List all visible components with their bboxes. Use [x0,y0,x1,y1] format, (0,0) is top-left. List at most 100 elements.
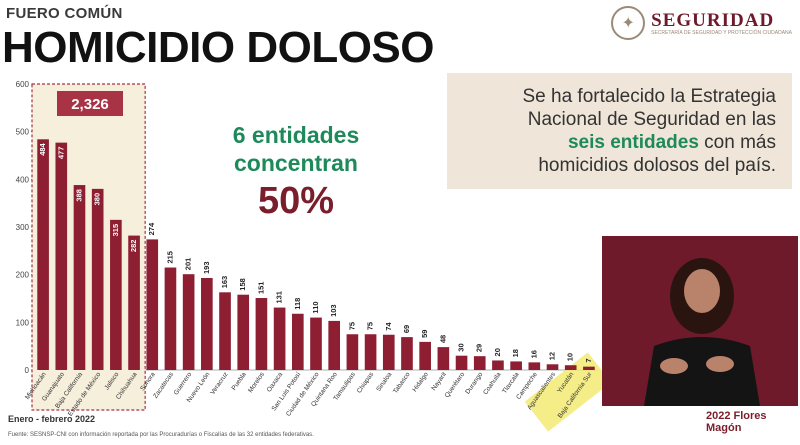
y-tick-label: 500 [16,128,30,137]
bar-value-label: 29 [475,344,484,352]
bar [291,313,304,370]
callout-highlight: seis entidades [567,132,699,153]
bar-value-label: 282 [129,240,138,253]
category-label: Sinaloa [375,371,393,393]
interpreter-figure [644,258,760,406]
bar-value-label: 215 [165,251,174,264]
y-tick-label: 100 [16,318,30,327]
category-label: Morelos [247,371,266,395]
bar-value-label: 69 [402,325,411,333]
source-footnote: Fuente: SESNSP-CNI con información repor… [8,432,314,438]
logo-brand-text: SEGURIDAD [651,9,775,31]
bar [73,185,86,370]
bar [401,337,413,370]
bar-value-label: 315 [111,224,120,237]
bar-value-label: 20 [493,348,502,356]
bar [273,307,286,370]
section-overline: FUERO COMÚN [6,5,123,22]
bar-value-label: 59 [420,330,429,338]
stat-line-1: 6 entidades [232,122,360,148]
callout-text-part2: con más homicidios dolosos del país. [538,132,776,176]
bar-value-label: 10 [566,353,575,361]
bar-value-label: 110 [311,301,320,313]
bar [146,239,159,370]
category-label: Chiapas [356,371,376,395]
bar [492,360,504,370]
bar [455,355,468,370]
bar-value-label: 75 [366,322,375,330]
bar [510,361,522,370]
bar [328,320,341,370]
category-label: Tabasco [392,371,412,395]
page-title: HOMICIDIO DOLOSO [2,23,435,72]
stat-line-2: concentran [234,150,358,176]
bar [437,347,450,370]
total-badge-label: 2,326 [71,96,109,113]
bar-value-label: 16 [529,350,538,358]
bar [473,356,486,370]
strategy-callout: Se ha fortalecido la Estrategia Nacional… [447,73,792,189]
callout-text: Se ha fortalecido la Estrategia Nacional… [486,85,777,177]
event-badge: 2022 Flores Magón [706,410,767,434]
bar [364,334,377,370]
y-tick-label: 0 [25,366,30,375]
category-label: Puebla [231,371,249,392]
bar [419,341,431,370]
bar-value-label: 388 [74,189,83,202]
bar-value-label: 74 [384,322,393,331]
bar [255,298,268,370]
eagle-seal-icon: ✦ [611,6,646,40]
bar-value-label: 151 [256,282,265,295]
bar-value-label: 131 [275,291,284,304]
category-label: Nayarit [430,371,448,392]
bar-value-label: 477 [56,147,65,160]
bar [91,188,104,370]
bar [37,139,49,370]
category-label: Ciudad de México [285,371,321,418]
bar [55,142,68,370]
category-label: Coahuila [482,371,503,396]
y-tick-label: 400 [16,175,30,184]
sign-language-interpreter-video [602,236,798,406]
bar-value-label: 48 [438,335,447,343]
bar [564,365,577,370]
bar-value-label: 163 [220,276,229,289]
bar-value-label: 75 [347,322,356,330]
category-label: Hidalgo [411,371,430,393]
bar [128,235,140,370]
bar-value-label: 103 [329,304,338,317]
bar [201,278,213,370]
bar [237,294,250,370]
callout-text-part1: Se ha fortalecido la Estrategia Nacional… [522,86,777,130]
total-badge-box [57,91,123,116]
concentration-stat: 6 entidades concentran 50% [206,121,386,225]
y-tick-label: 300 [16,223,30,232]
bar-value-label: 193 [202,261,211,274]
bar [110,219,122,370]
top-states-highlight [31,83,146,411]
last-state-highlight [524,352,612,432]
y-tick-label: 600 [16,80,30,89]
category-label: Oaxaca [266,371,285,394]
bar-value-label: 118 [293,298,302,310]
bar [310,317,322,370]
bar-value-label: 18 [511,349,520,357]
bar [182,274,195,370]
bar-value-label: 12 [548,352,557,360]
bar [583,366,595,370]
logo-subtitle: SECRETARÍA DE SEGURIDAD Y PROTECCIÓN CIU… [651,29,792,36]
period-footnote: Enero - febrero 2022 [8,414,96,424]
stat-percent: 50% [257,180,335,222]
y-tick-label: 200 [16,271,30,280]
bar-value-label: 30 [457,343,466,351]
bar [382,334,395,370]
bar-value-label: 484 [38,142,47,155]
bar [528,362,541,370]
bar [164,267,177,370]
bar [219,292,231,370]
category-label: Veracruz [209,371,229,396]
bar-value-label: 158 [238,278,247,291]
bar [546,364,559,370]
bar-value-label: 201 [184,258,193,271]
